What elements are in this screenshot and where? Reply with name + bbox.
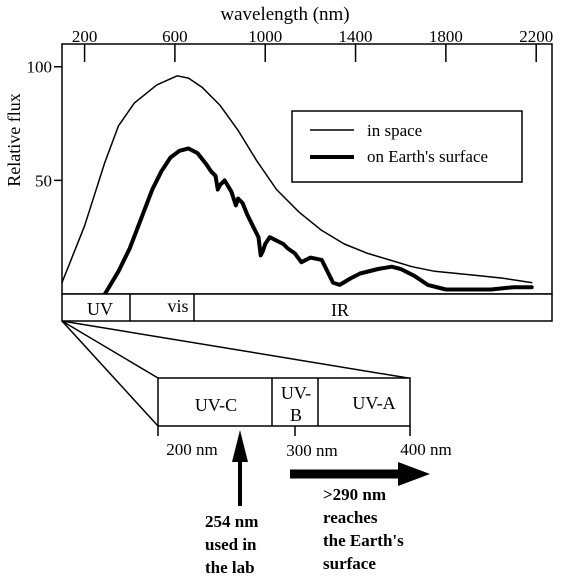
legend-label-in-space: in space (367, 121, 422, 140)
uv-band-label-c: UV-C (195, 395, 237, 415)
y-tick-label-50: 50 (35, 171, 52, 190)
zoom-line-bottom (61, 320, 159, 427)
annotation-290nm-line3: the Earth's (323, 531, 404, 550)
annotation-254nm-line2: used in (205, 535, 257, 554)
series-line-in-space (61, 75, 533, 284)
y-tick-label-100: 100 (27, 58, 53, 77)
spectrum-label-ir: IR (331, 300, 349, 320)
uv-tick-label-300: 300 nm (286, 441, 337, 460)
arrow-290nm-head (398, 462, 430, 486)
spectrum-label-vis: vis (167, 296, 188, 316)
annotation-254nm-line1: 254 nm (205, 512, 258, 531)
uv-detail-box: UV-C UV- B UV-A (157, 377, 411, 427)
x-axis-title: wavelength (nm) (220, 4, 349, 25)
spectrum-bar-frame (61, 293, 553, 322)
legend: in space on Earth's surface (291, 110, 523, 183)
uv-band-label-b-line2: B (290, 405, 302, 425)
uv-tick-label-200: 200 nm (166, 440, 217, 459)
legend-label-earth-surface: on Earth's surface (367, 147, 488, 166)
x-tick-label-200: 200 (72, 27, 98, 46)
uv-band-label-a: UV-A (352, 393, 395, 413)
x-tick-label-1400: 1400 (339, 27, 373, 46)
annotation-254nm-line3: the lab (205, 558, 255, 577)
y-axis-title: Relative flux (4, 93, 24, 186)
zoom-line-top (61, 320, 409, 379)
uv-tick-label-400: 400 nm (400, 440, 451, 459)
annotation-290nm-line2: reaches (323, 508, 378, 527)
arrow-254nm (232, 430, 248, 506)
series-layer (61, 75, 534, 296)
series-line-earth-surface (102, 146, 534, 296)
arrow-290nm (290, 462, 430, 486)
x-tick-label-1800: 1800 (429, 27, 463, 46)
spectrum-label-uv: UV (87, 299, 113, 319)
x-axis-ticks: 200 600 1000 1400 1800 2200 (72, 27, 553, 62)
y-axis-ticks: 50 100 (27, 58, 62, 190)
x-tick-label-600: 600 (162, 27, 188, 46)
x-tick-label-1000: 1000 (248, 27, 282, 46)
uv-detail-frame (157, 377, 411, 427)
annotation-290nm-line4: surface (323, 554, 376, 573)
arrow-254nm-head (232, 430, 248, 462)
spectrum-bar: UV vis IR (61, 293, 553, 322)
uv-band-label-b-line1: UV- (281, 383, 311, 403)
legend-box (291, 110, 523, 183)
annotation-290nm-line1: >290 nm (323, 485, 386, 504)
x-tick-label-2200: 2200 (519, 27, 553, 46)
zoom-line-upper-left (61, 320, 159, 379)
